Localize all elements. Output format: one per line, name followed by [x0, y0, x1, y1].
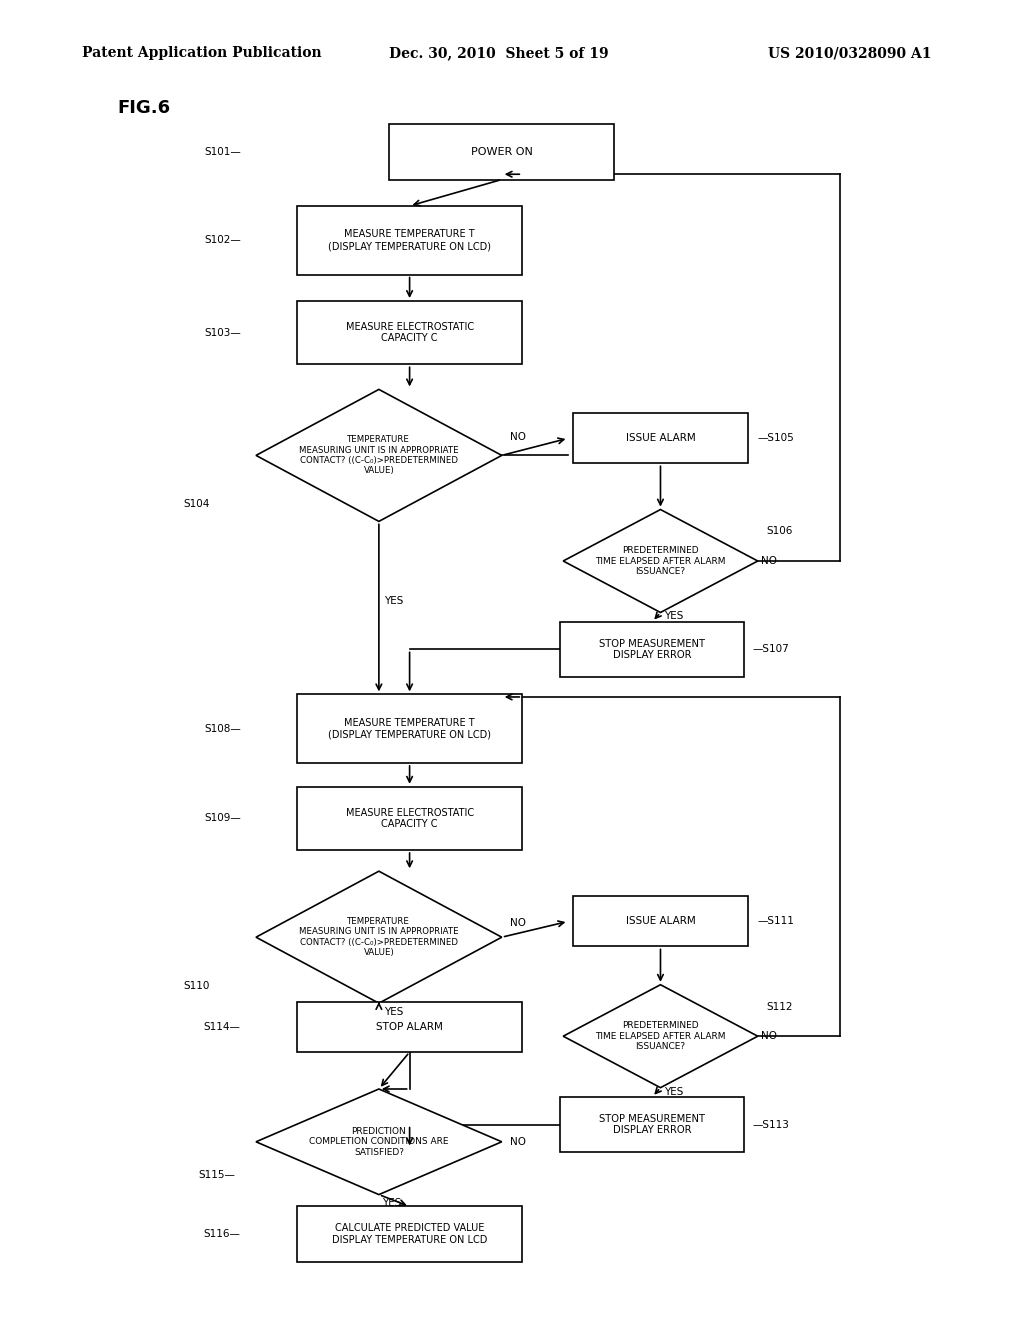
Text: S110: S110: [183, 981, 210, 991]
Text: NO: NO: [761, 556, 777, 566]
Text: S101—: S101—: [204, 147, 241, 157]
FancyBboxPatch shape: [297, 694, 522, 763]
Text: S106: S106: [766, 525, 793, 536]
Text: ISSUE ALARM: ISSUE ALARM: [626, 433, 695, 444]
Text: S102—: S102—: [204, 235, 241, 246]
Text: STOP MEASUREMENT
DISPLAY ERROR: STOP MEASUREMENT DISPLAY ERROR: [599, 639, 706, 660]
Text: S103—: S103—: [204, 327, 241, 338]
FancyBboxPatch shape: [573, 413, 748, 463]
FancyBboxPatch shape: [297, 787, 522, 850]
Text: NO: NO: [510, 917, 526, 928]
FancyBboxPatch shape: [560, 1097, 744, 1152]
Text: MEASURE TEMPERATURE T
(DISPLAY TEMPERATURE ON LCD): MEASURE TEMPERATURE T (DISPLAY TEMPERATU…: [328, 718, 492, 739]
FancyBboxPatch shape: [297, 1002, 522, 1052]
Text: ISSUE ALARM: ISSUE ALARM: [626, 916, 695, 927]
Text: —S105: —S105: [758, 433, 795, 444]
FancyBboxPatch shape: [297, 1206, 522, 1262]
Text: NO: NO: [761, 1031, 777, 1041]
Text: US 2010/0328090 A1: US 2010/0328090 A1: [768, 46, 932, 61]
Text: POWER ON: POWER ON: [471, 147, 532, 157]
Polygon shape: [563, 985, 758, 1088]
Text: S114—: S114—: [204, 1022, 241, 1032]
Text: YES: YES: [384, 1007, 403, 1018]
Text: —S111: —S111: [758, 916, 795, 927]
Text: PREDETERMINED
TIME ELAPSED AFTER ALARM
ISSUANCE?: PREDETERMINED TIME ELAPSED AFTER ALARM I…: [595, 1022, 726, 1051]
Text: Patent Application Publication: Patent Application Publication: [82, 46, 322, 61]
Text: YES: YES: [664, 1086, 683, 1097]
FancyBboxPatch shape: [573, 896, 748, 946]
Text: S116—: S116—: [204, 1229, 241, 1239]
Text: —S113: —S113: [753, 1119, 790, 1130]
Text: PREDICTION
COMPLETION CONDITIONS ARE
SATISFIED?: PREDICTION COMPLETION CONDITIONS ARE SAT…: [309, 1127, 449, 1156]
Text: STOP ALARM: STOP ALARM: [376, 1022, 443, 1032]
Text: Dec. 30, 2010  Sheet 5 of 19: Dec. 30, 2010 Sheet 5 of 19: [389, 46, 608, 61]
Text: NO: NO: [510, 1137, 526, 1147]
Polygon shape: [256, 871, 502, 1003]
Text: TEMPERATURE
MEASURING UNIT IS IN APPROPRIATE
CONTACT? ((C-C₀)>PREDETERMINED
VALU: TEMPERATURE MEASURING UNIT IS IN APPROPR…: [299, 917, 459, 957]
Text: MEASURE ELECTROSTATIC
CAPACITY C: MEASURE ELECTROSTATIC CAPACITY C: [345, 322, 474, 343]
Text: NO: NO: [510, 432, 526, 442]
Text: S104: S104: [183, 499, 210, 510]
Text: MEASURE ELECTROSTATIC
CAPACITY C: MEASURE ELECTROSTATIC CAPACITY C: [345, 808, 474, 829]
Polygon shape: [256, 389, 502, 521]
Text: S109—: S109—: [204, 813, 241, 824]
Polygon shape: [256, 1089, 502, 1195]
Text: FIG.6: FIG.6: [118, 99, 171, 117]
Text: STOP MEASUREMENT
DISPLAY ERROR: STOP MEASUREMENT DISPLAY ERROR: [599, 1114, 706, 1135]
FancyBboxPatch shape: [560, 622, 744, 677]
Text: S112: S112: [766, 1002, 793, 1012]
FancyBboxPatch shape: [389, 124, 614, 180]
Polygon shape: [563, 510, 758, 612]
Text: S108—: S108—: [204, 723, 241, 734]
Text: TEMPERATURE
MEASURING UNIT IS IN APPROPRIATE
CONTACT? ((C-C₀)>PREDETERMINED
VALU: TEMPERATURE MEASURING UNIT IS IN APPROPR…: [299, 436, 459, 475]
Text: MEASURE TEMPERATURE T
(DISPLAY TEMPERATURE ON LCD): MEASURE TEMPERATURE T (DISPLAY TEMPERATU…: [328, 230, 492, 251]
FancyBboxPatch shape: [297, 301, 522, 364]
Text: YES: YES: [664, 611, 683, 622]
Text: YES: YES: [382, 1197, 401, 1208]
Text: CALCULATE PREDICTED VALUE
DISPLAY TEMPERATURE ON LCD: CALCULATE PREDICTED VALUE DISPLAY TEMPER…: [332, 1224, 487, 1245]
FancyBboxPatch shape: [297, 206, 522, 275]
Text: PREDETERMINED
TIME ELAPSED AFTER ALARM
ISSUANCE?: PREDETERMINED TIME ELAPSED AFTER ALARM I…: [595, 546, 726, 576]
Text: S115—: S115—: [199, 1170, 236, 1180]
Text: —S107: —S107: [753, 644, 790, 655]
Text: YES: YES: [384, 595, 403, 606]
